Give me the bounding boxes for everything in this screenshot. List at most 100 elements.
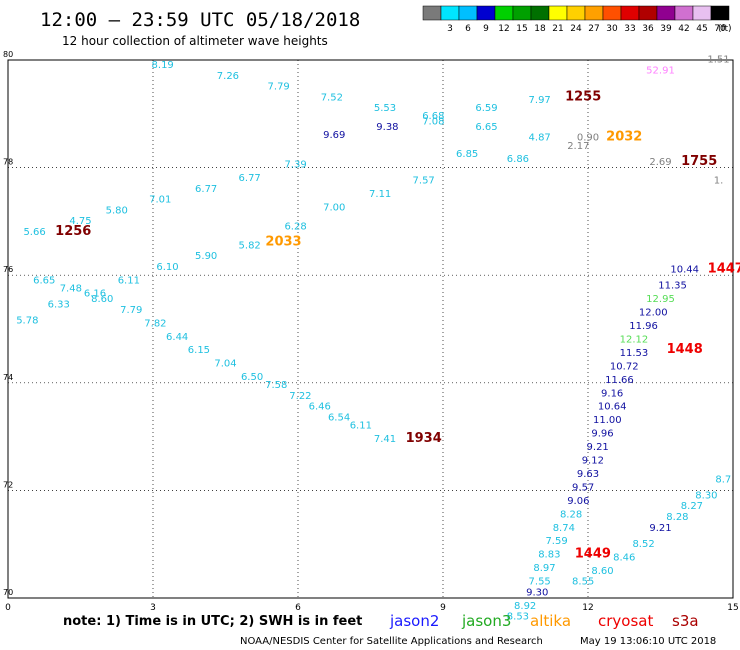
footer-credit: NOAA/NESDIS Center for Satellite Applica…	[240, 636, 543, 647]
pass-time-label: 2033	[265, 235, 301, 250]
wave-height-label: 5.53	[374, 103, 396, 114]
colorbar-tick: 3	[447, 24, 453, 34]
colorbar-swatch	[674, 5, 694, 21]
y-tick-label: 80	[3, 50, 13, 59]
colorbar-tick: 33	[624, 24, 635, 34]
footer-note: note: 1) Time is in UTC; 2) SWH is in fe…	[63, 614, 362, 629]
wave-height-label: 8.83	[538, 550, 560, 561]
wave-height-label: 11.53	[620, 348, 649, 359]
wave-height-label: 7.57	[413, 176, 435, 187]
wave-height-label: 10.72	[610, 361, 639, 372]
x-tick-label: 12	[582, 603, 593, 613]
wave-height-label: 7.08	[422, 117, 444, 128]
wave-height-label: 12.12	[620, 334, 649, 345]
wave-height-label: 8.19	[152, 60, 174, 71]
wave-height-label: 11.66	[605, 375, 634, 386]
wave-height-label: 9.06	[567, 496, 589, 507]
y-tick-label: 70	[3, 588, 13, 597]
pass-time-label: 1255	[565, 89, 601, 104]
x-tick-label: 3	[150, 603, 156, 613]
wave-height-label: 7.26	[217, 71, 239, 82]
colorbar-swatch	[566, 5, 586, 21]
legend-jason3: jason3	[461, 612, 511, 630]
wave-height-label: 9.21	[587, 442, 609, 453]
colorbar-swatch	[476, 5, 496, 21]
wave-height-label: 11.00	[593, 415, 622, 426]
wave-height-label: 10.64	[598, 402, 627, 413]
wave-height-label: 6.59	[475, 103, 497, 114]
wave-height-label: 6.28	[284, 221, 306, 232]
wave-height-label: 8.28	[666, 512, 688, 523]
wave-height-label: 12.95	[646, 294, 675, 305]
color-scale-legend: 3 6 9 12 15 18 21 24 27 30 33 36 39 42 45 70	[422, 5, 730, 34]
colorbar-tick: 9	[483, 24, 489, 34]
wave-height-label: 6.46	[309, 402, 331, 413]
colorbar-tick: 18	[534, 24, 546, 34]
wave-height-label: 6.54	[328, 412, 350, 423]
colorbar-swatch	[494, 5, 514, 21]
colorbar-swatch	[548, 5, 568, 21]
colorbar-swatch	[458, 5, 478, 21]
pass-time-label: 1449	[575, 547, 611, 562]
wave-height-label: 9.38	[376, 122, 398, 133]
wave-height-label: 7.97	[529, 95, 551, 106]
wave-height-label: 9.69	[323, 130, 345, 141]
colorbar-swatch	[440, 5, 460, 21]
wave-height-label: 7.41	[374, 434, 396, 445]
wave-height-label: 6.86	[507, 154, 529, 165]
x-tick-label: 6	[295, 603, 301, 613]
wave-height-label: 9.96	[591, 429, 613, 440]
pass-time-label: 1256	[55, 224, 91, 239]
wave-height-label: 8.27	[681, 501, 703, 512]
wave-height-label: 0.90	[577, 133, 599, 144]
wave-height-label: 6.33	[48, 299, 70, 310]
colorbar-swatch	[656, 5, 676, 21]
legend-s3a: s3a	[672, 612, 699, 630]
pass-time-label: 2032	[606, 130, 642, 145]
pass-time-label: 1755	[681, 154, 717, 169]
wave-height-label: 7.79	[268, 82, 290, 93]
wave-height-label: 5.82	[239, 240, 261, 251]
wave-height-label: 8.52	[632, 539, 654, 550]
legend-cryosat: cryosat	[598, 612, 653, 630]
wave-height-label: 8.55	[572, 577, 594, 588]
wave-height-label: 2.69	[649, 157, 671, 168]
wave-height-label: 7.79	[120, 305, 142, 316]
wave-height-label: 9.21	[649, 523, 671, 534]
wave-height-label: 10.44	[670, 265, 699, 276]
wave-height-label: 7.39	[284, 160, 306, 171]
wave-height-label: 6.15	[188, 345, 210, 356]
wave-height-label: 8.30	[695, 490, 717, 501]
wave-height-label: 7.59	[545, 536, 567, 547]
wave-height-label: 5.78	[16, 316, 38, 327]
wave-height-label: 8.60	[91, 294, 113, 305]
wave-height-label: 6.77	[239, 173, 261, 184]
wave-height-label: 9.30	[526, 587, 548, 598]
legend-jason2: jason2	[389, 612, 439, 630]
wave-height-label: 6.11	[350, 421, 372, 432]
colorbar-swatch	[638, 5, 658, 21]
wave-height-label: 6.65	[33, 275, 55, 286]
wave-height-label: 7.04	[214, 359, 236, 370]
wave-height-label: 7.58	[265, 380, 287, 391]
wave-height-label: 6.85	[456, 149, 478, 160]
colorbar-tick: 36	[642, 24, 654, 34]
wave-height-label: 7.52	[321, 92, 343, 103]
wave-height-label: 5.90	[195, 251, 217, 262]
chart-title: 12:00 – 23:59 UTC 05/18/2018	[40, 9, 360, 31]
wave-height-label: 6.16	[84, 289, 106, 300]
colorbar-tick: 6	[465, 24, 471, 34]
colorbar-tick: 39	[660, 24, 672, 34]
colorbar-tick: 24	[570, 24, 582, 34]
y-tick-label: 76	[3, 265, 13, 274]
wave-height-label: 9.63	[577, 469, 599, 480]
wave-height-label: 9.16	[601, 388, 623, 399]
x-tick-label: 9	[440, 603, 446, 613]
colorbar-unit: (ft)	[718, 24, 732, 34]
wave-height-label: 7.00	[323, 203, 345, 214]
pass-time-label: 1934	[406, 431, 442, 446]
axis-tick-labels: 0 3 6 9 12 15 70 72 74 76 78 80	[3, 50, 739, 613]
colorbar-tick: 42	[678, 24, 689, 34]
satellite-legend: jason2 jason3 altika cryosat s3a	[389, 612, 699, 630]
